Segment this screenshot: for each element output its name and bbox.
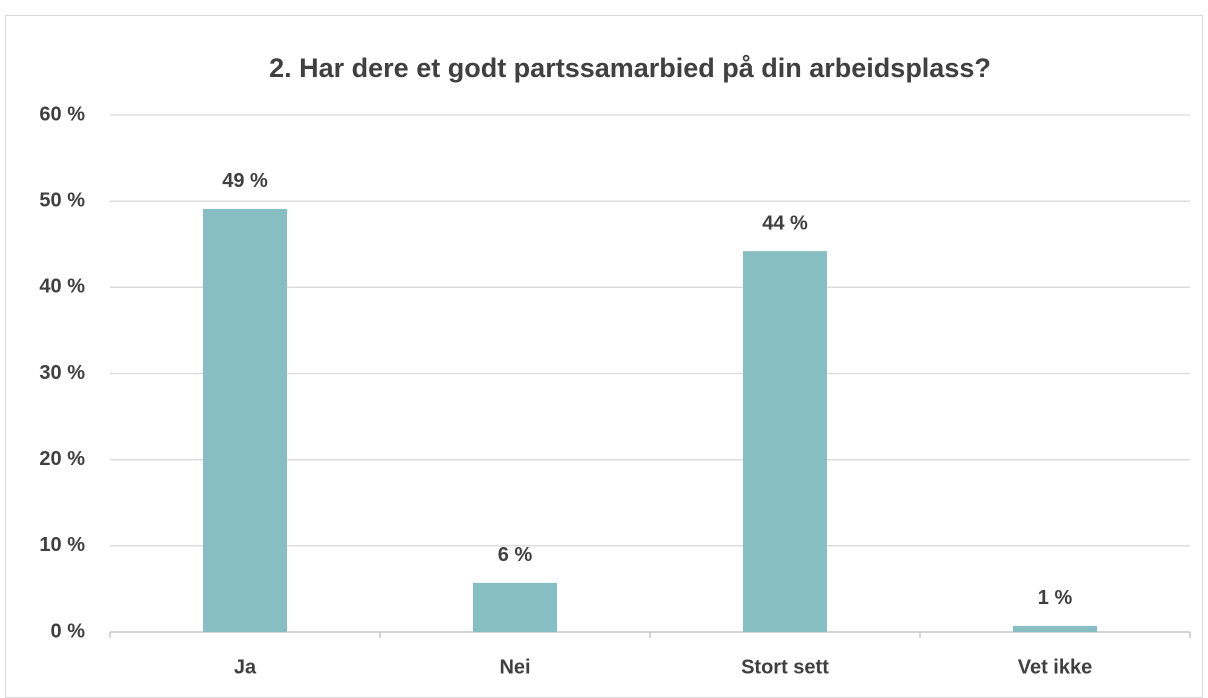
chart-title: 2. Har dere et godt partssamarbied på di… xyxy=(269,53,991,83)
data-label: 49 % xyxy=(222,170,268,192)
chart-frame xyxy=(5,15,1203,698)
x-tick-label: Nei xyxy=(499,656,530,678)
y-tick-label: 20 % xyxy=(39,448,85,470)
y-tick-label: 10 % xyxy=(39,534,85,556)
x-tick-label: Ja xyxy=(234,656,257,678)
y-tick-label: 60 % xyxy=(39,103,85,125)
data-label: 44 % xyxy=(762,212,808,234)
y-tick-label: 30 % xyxy=(39,362,85,384)
bar xyxy=(473,582,557,632)
x-tick-label: Vet ikke xyxy=(1018,656,1093,678)
y-tick-label: 50 % xyxy=(39,189,85,211)
bar xyxy=(203,208,287,632)
data-label: 6 % xyxy=(498,544,533,566)
bar xyxy=(1013,625,1097,632)
data-label: 1 % xyxy=(1038,587,1073,609)
y-tick-label: 40 % xyxy=(39,276,85,298)
x-tick-label: Stort sett xyxy=(741,656,829,678)
bar xyxy=(743,251,827,633)
y-tick-label: 0 % xyxy=(51,620,86,642)
